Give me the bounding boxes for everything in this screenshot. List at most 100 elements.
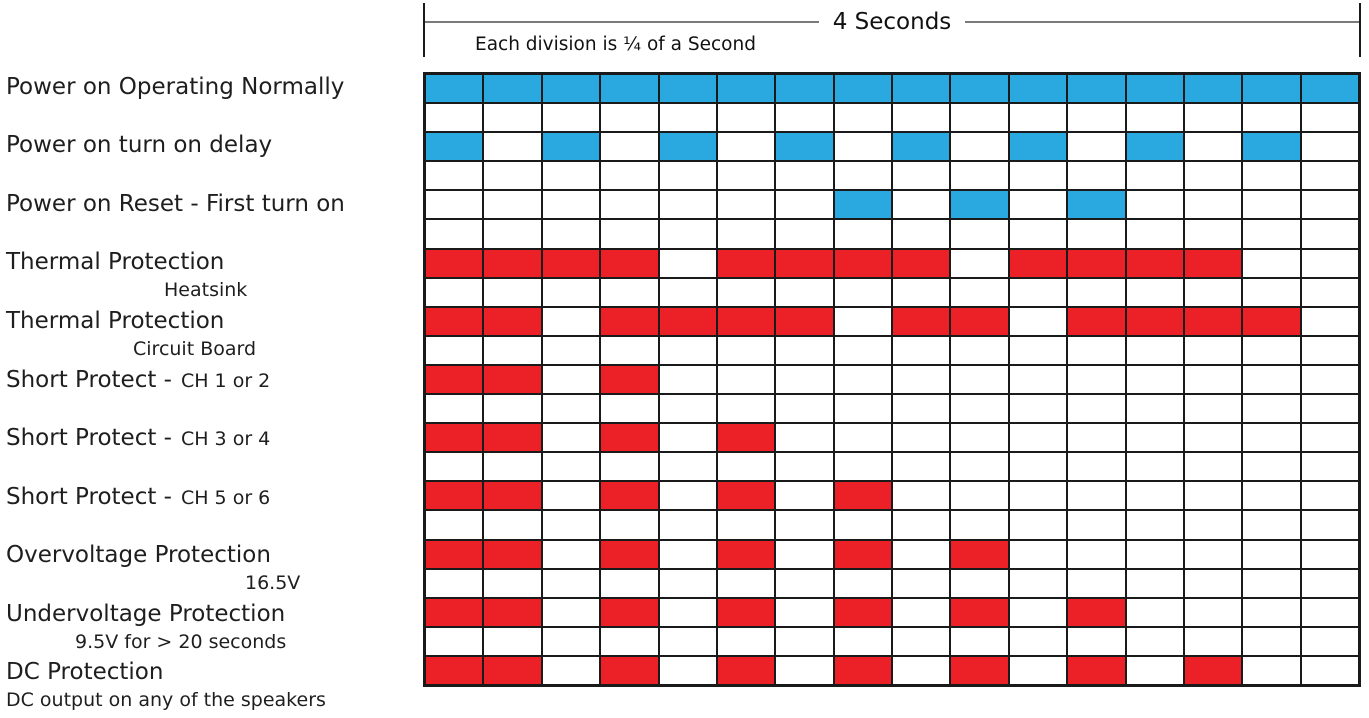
grid-cell — [1009, 249, 1067, 277]
grid-cell — [1068, 453, 1125, 481]
grid-cell — [1184, 453, 1242, 481]
row-label-text: Undervoltage Protection — [6, 600, 286, 627]
grid-cell — [1126, 365, 1183, 394]
grid-cell — [542, 336, 600, 364]
row-sublabel: 16.5V — [245, 572, 301, 595]
grid-cell — [1126, 656, 1183, 684]
grid-cell — [1068, 336, 1125, 364]
grid-cell — [1301, 75, 1358, 103]
grid-cell — [951, 540, 1008, 568]
grid-cell — [1301, 104, 1358, 132]
grid-cell — [426, 482, 483, 510]
grid-cell — [1301, 453, 1358, 481]
row-label-block: Short Protect - CH 1 or 2 — [6, 365, 420, 396]
grid-cell — [601, 540, 658, 568]
row-label: Short Protect - CH 5 or 6 — [6, 482, 420, 513]
grid-cell — [834, 540, 891, 568]
grid-cell — [776, 540, 833, 568]
grid-cell — [717, 220, 775, 248]
grid-cell — [776, 365, 833, 394]
grid-cell — [1009, 424, 1067, 452]
grid-cell — [426, 336, 483, 364]
grid-cell — [426, 249, 483, 277]
grid-cell — [1009, 453, 1067, 481]
grid-cell — [484, 162, 541, 190]
grid-cell — [601, 365, 658, 394]
grid-cell — [1301, 191, 1358, 219]
grid-cell — [776, 191, 833, 219]
grid-cell — [893, 191, 950, 219]
grid-cell — [426, 627, 483, 655]
grid-cell — [893, 162, 950, 190]
grid-cell — [426, 395, 483, 423]
grid-cell — [834, 249, 891, 277]
grid-cell — [1126, 598, 1183, 626]
grid-cell — [601, 453, 658, 481]
grid-cell — [542, 511, 600, 539]
grid-cell — [893, 540, 950, 568]
row-label: Thermal Protection — [6, 247, 420, 277]
grid-cell — [717, 75, 775, 103]
row-label-small: CH 1 or 2 — [180, 369, 271, 392]
grid-cell — [717, 424, 775, 452]
row-label-text: Short Protect - — [6, 425, 172, 452]
grid-cell — [834, 191, 891, 219]
row-label: Power on Reset - First turn on — [6, 189, 420, 219]
row-label: Power on Operating Normally — [6, 72, 420, 102]
grid-cell — [834, 104, 891, 132]
grid-cell — [426, 104, 483, 132]
grid-cell — [426, 307, 483, 335]
grid-cell — [1184, 395, 1242, 423]
grid-cell — [951, 220, 1008, 248]
grid-cell — [1184, 656, 1242, 684]
grid-cell — [1068, 627, 1125, 655]
grid-cell — [542, 424, 600, 452]
grid-cell — [1068, 249, 1125, 277]
grid-cell — [1243, 75, 1300, 103]
row-label: Short Protect - CH 1 or 2 — [6, 365, 420, 396]
grid-cell — [1126, 627, 1183, 655]
grid-cell — [1243, 191, 1300, 219]
grid-cell — [1301, 278, 1358, 306]
grid-cell — [834, 365, 891, 394]
grid-cell — [1009, 598, 1067, 626]
grid-cell — [776, 104, 833, 132]
grid-cell — [1009, 191, 1067, 219]
grid-cell — [776, 220, 833, 248]
grid-cell — [893, 395, 950, 423]
grid-cell — [1126, 75, 1183, 103]
grid-cell — [1184, 133, 1242, 161]
grid-cell — [717, 307, 775, 335]
grid-cell — [542, 133, 600, 161]
grid-cell — [1301, 220, 1358, 248]
grid-cell — [1243, 220, 1300, 248]
row-label: Overvoltage Protection — [6, 540, 420, 570]
grid-cell — [1184, 278, 1242, 306]
row-label: Thermal Protection — [6, 306, 420, 336]
grid-cell — [659, 453, 716, 481]
grid-cell — [484, 598, 541, 626]
grid-cell — [717, 133, 775, 161]
grid-cell — [717, 511, 775, 539]
grid-cell — [1301, 540, 1358, 568]
grid-cell — [659, 191, 716, 219]
grid-cell — [426, 540, 483, 568]
grid-cell — [1184, 569, 1242, 597]
grid-cell — [1009, 540, 1067, 568]
row-label-block: Undervoltage Protection 9.5V for > 20 sec… — [6, 599, 420, 655]
row-label: Short Protect - CH 3 or 4 — [6, 423, 420, 454]
grid-cell — [1243, 162, 1300, 190]
grid-cell — [1184, 104, 1242, 132]
grid-cell — [659, 162, 716, 190]
grid-cell — [1184, 598, 1242, 626]
grid-cell — [834, 424, 891, 452]
grid-cell — [542, 104, 600, 132]
grid-cell — [542, 307, 600, 335]
row-label-block: Thermal Protection Heatsink — [6, 247, 420, 303]
grid-cell — [659, 540, 716, 568]
grid-cell — [1301, 482, 1358, 510]
grid-cell — [1126, 336, 1183, 364]
grid-cell — [893, 278, 950, 306]
row-label: Undervoltage Protection — [6, 599, 420, 629]
grid-cell — [717, 453, 775, 481]
